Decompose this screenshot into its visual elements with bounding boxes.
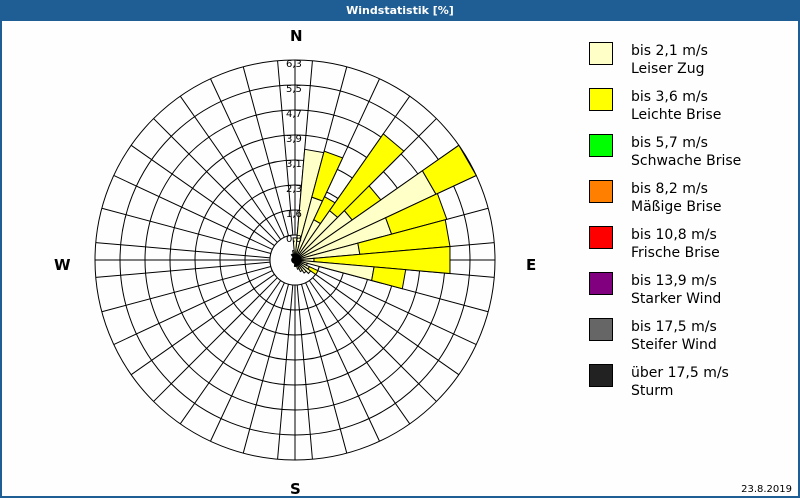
legend-label: Leiser Zug	[631, 61, 705, 77]
legend-swatch	[589, 134, 613, 157]
wind-petal-segment	[292, 237, 298, 261]
ring-label: 3,1	[286, 159, 302, 170]
legend-swatch	[589, 88, 613, 111]
ring-label: 5,5	[286, 84, 302, 95]
wind-petal-segment	[313, 245, 451, 275]
window-title: Windstatistik [%]	[0, 0, 800, 21]
wind-petal-segment	[385, 192, 448, 235]
legend-range: bis 2,1 m/s	[631, 43, 708, 59]
legend-label: Starker Wind	[631, 291, 722, 307]
legend-swatch	[589, 318, 613, 341]
ring-label: 0,8	[286, 234, 302, 245]
compass-east-label: E	[526, 256, 537, 274]
legend-swatch	[589, 180, 613, 203]
compass-west-label: W	[54, 256, 71, 274]
ring-label: 3,9	[286, 134, 302, 145]
ring-label: 2,3	[286, 184, 302, 195]
compass-south-label: S	[290, 480, 301, 498]
legend-swatch	[589, 272, 613, 295]
legend-label: Steifer Wind	[631, 337, 717, 353]
ring-label: 6,3	[286, 59, 302, 70]
wind-petal-segment	[328, 133, 405, 219]
legend-range: bis 10,8 m/s	[631, 227, 717, 243]
legend-label: Sturm	[631, 383, 674, 399]
legend-swatch	[589, 42, 613, 65]
wind-petal-segment	[311, 150, 344, 202]
legend-label: Mäßige Brise	[631, 199, 722, 215]
legend-range: bis 3,6 m/s	[631, 89, 708, 105]
wind-petal-segment	[371, 266, 407, 290]
wind-petal-segment	[307, 266, 319, 276]
legend-range: über 17,5 m/s	[631, 365, 729, 381]
wind-petal-segment	[421, 144, 477, 195]
legend-label: Frische Brise	[631, 245, 720, 261]
legend-range: bis 17,5 m/s	[631, 319, 717, 335]
legend-label: Leichte Brise	[631, 107, 722, 123]
legend-swatch	[589, 364, 613, 387]
legend-range: bis 13,9 m/s	[631, 273, 717, 289]
date-label: 23.8.2019	[741, 484, 792, 495]
legend-label: Schwache Brise	[631, 153, 742, 169]
ring-label: 4,7	[286, 109, 302, 120]
legend-range: bis 8,2 m/s	[631, 181, 708, 197]
legend-range: bis 5,7 m/s	[631, 135, 708, 151]
compass-north-label: N	[290, 27, 303, 45]
wind-rose-chart: 0,8 1,6 2,3 3,1 3,9 4,7 5,5 6,3	[94, 59, 496, 461]
legend-swatch	[589, 226, 613, 249]
ring-label: 1,6	[286, 209, 302, 220]
